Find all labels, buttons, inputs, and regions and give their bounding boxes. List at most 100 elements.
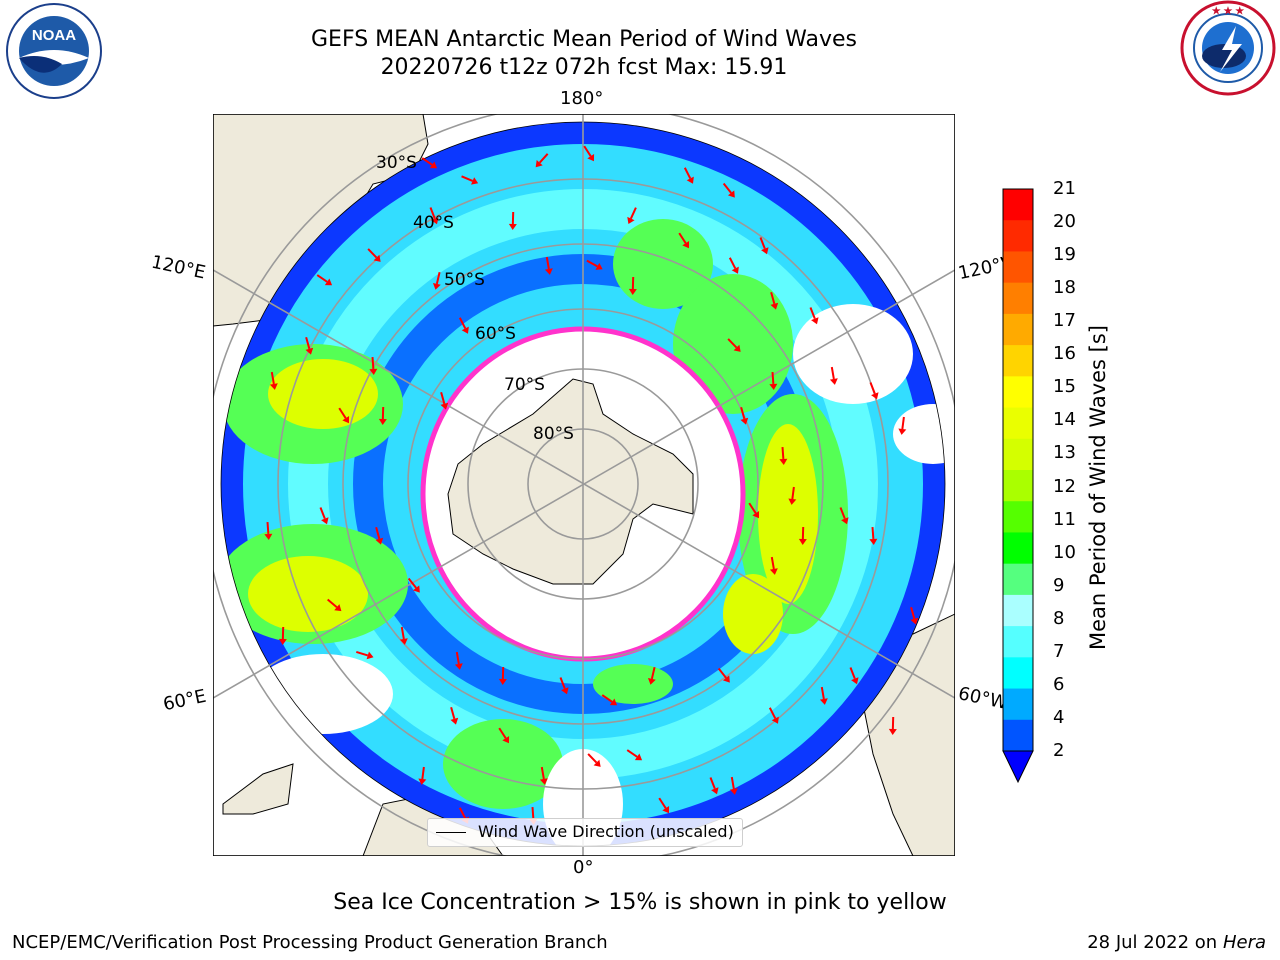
colorbar-tick-label: 8 — [1053, 607, 1065, 629]
wave-direction-arrow — [658, 797, 670, 814]
map-panel — [213, 114, 955, 856]
colorbar — [1002, 188, 1034, 784]
lon-label-0: 0° — [573, 857, 594, 878]
wave-direction-arrow — [601, 694, 618, 706]
svg-text:★ ★ ★: ★ ★ ★ — [1212, 6, 1244, 17]
wave-direction-arrow — [432, 271, 441, 290]
colorbar-tick-label: 9 — [1053, 574, 1065, 596]
wave-direction-arrow — [683, 167, 694, 184]
colorbar-tick-label: 7 — [1053, 640, 1065, 662]
nws-logo: ★ ★ ★ — [1180, 0, 1276, 96]
colorbar-band — [1003, 532, 1033, 565]
lat-label-40s: 40°S — [413, 213, 454, 233]
lat-label-60s: 60°S — [475, 324, 516, 344]
colorbar-band — [1003, 501, 1033, 533]
colorbar-band — [1003, 220, 1033, 252]
colorbar-band — [1003, 313, 1033, 346]
credit-date: 28 Jul 2022 on — [1087, 932, 1223, 953]
wave-direction-arrow — [429, 207, 439, 225]
land-antarctica — [447, 378, 694, 585]
legend-line-icon — [436, 832, 466, 833]
credit-left: NCEP/EMC/Verification Post Processing Pr… — [12, 932, 608, 953]
wave-direction-arrow — [498, 666, 507, 685]
colorbar-tick-label: 2 — [1053, 740, 1065, 761]
noaa-logo-text: NOAA — [32, 27, 76, 44]
wave-direction-arrow — [583, 145, 595, 162]
lon-label-180: 180° — [560, 88, 604, 109]
wave-direction-arrow — [626, 749, 643, 761]
colorbar-tick-label: 17 — [1053, 310, 1076, 332]
colorbar-band — [1003, 688, 1033, 721]
colorbar-band — [1003, 470, 1033, 502]
wave-direction-arrow — [717, 667, 730, 683]
colorbar-tick-label: 18 — [1053, 277, 1076, 299]
credit-host: Hera — [1222, 932, 1266, 953]
colorbar-label: Mean Period of Wind Waves [s] — [1086, 325, 1110, 650]
colorbar-tick-label: 16 — [1053, 343, 1076, 365]
lat-label-80s: 80°S — [533, 424, 574, 444]
colorbar-band — [1003, 438, 1033, 471]
wave-direction-arrow — [544, 256, 553, 275]
wave-direction-arrow — [869, 526, 878, 545]
wave-direction-arrow — [316, 274, 333, 286]
wave-direction-arrow — [748, 502, 760, 519]
wave-direction-arrow — [407, 577, 420, 593]
wave-direction-arrow — [535, 153, 549, 168]
wave-direction-arrow — [729, 776, 738, 795]
wave-direction-arrow — [829, 366, 838, 385]
wave-direction-arrow — [461, 175, 479, 185]
wave-direction-arrow — [769, 556, 778, 575]
colorbar-extend-arrow — [1002, 750, 1034, 784]
wave-direction-arrow — [759, 237, 769, 255]
wave-direction-arrow — [779, 446, 788, 465]
wave-direction-arrow — [678, 232, 690, 249]
colorbar-band — [1003, 657, 1033, 690]
colorbar-tick-label: 20 — [1053, 211, 1076, 233]
wave-direction-arrow — [809, 307, 819, 325]
wave-direction-arrow — [498, 727, 510, 744]
wave-direction-arrow — [356, 650, 374, 660]
wave-direction-arrow — [375, 526, 384, 545]
wave-direction-arrow — [869, 382, 879, 400]
colorbar-band — [1003, 189, 1033, 221]
wave-direction-arrow — [819, 686, 828, 705]
colorbar-band — [1003, 594, 1033, 627]
colorbar-band — [1003, 282, 1033, 315]
graticule — [213, 114, 955, 856]
wave-direction-arrow — [769, 371, 778, 390]
wave-direction-arrow — [627, 207, 637, 225]
wave-direction-arrow — [269, 371, 278, 390]
chart-title: GEFS MEAN Antarctic Mean Period of Wind … — [311, 27, 857, 52]
wave-direction-arrow — [839, 507, 849, 525]
wave-direction-arrow — [378, 406, 387, 425]
wave-direction-arrow — [910, 606, 919, 625]
wave-direction-arrow — [418, 766, 427, 785]
wave-direction-arrow — [440, 391, 449, 410]
wave-direction-arrow — [327, 598, 342, 612]
colorbar-tick-label: 11 — [1053, 508, 1076, 530]
wave-direction-arrow — [586, 259, 603, 270]
colorbar-tick-label: 13 — [1053, 442, 1076, 464]
wave-direction-arrow — [798, 526, 807, 545]
colorbar-band — [1003, 251, 1033, 284]
colorbar-band — [1003, 345, 1033, 377]
colorbar-band — [1003, 626, 1033, 658]
colorbar-tick-label: 15 — [1053, 376, 1076, 398]
wave-direction-arrow — [740, 406, 749, 425]
legend: Wind Wave Direction (unscaled) — [427, 818, 743, 847]
colorbar-band — [1003, 407, 1033, 440]
wave-direction-arrow — [722, 182, 735, 198]
colorbar-band — [1003, 376, 1033, 409]
wave-direction-arrow — [770, 291, 779, 310]
colorbar-tick-label: 14 — [1053, 409, 1076, 431]
lat-label-30s: 30°S — [376, 153, 417, 173]
wave-direction-arrow — [628, 276, 637, 295]
chart-subtitle: 20220726 t12z 072h fcst Max: 15.91 — [380, 55, 788, 80]
colorbar-tick-label: 4 — [1053, 706, 1065, 728]
wave-direction-arrow — [458, 317, 469, 334]
wave-direction-arrow — [539, 766, 548, 785]
wave-direction-arrow — [709, 777, 719, 795]
wave-direction-arrow — [647, 666, 656, 685]
lon-label-60e: 60°E — [161, 685, 208, 716]
noaa-logo: NOAA — [6, 3, 102, 99]
